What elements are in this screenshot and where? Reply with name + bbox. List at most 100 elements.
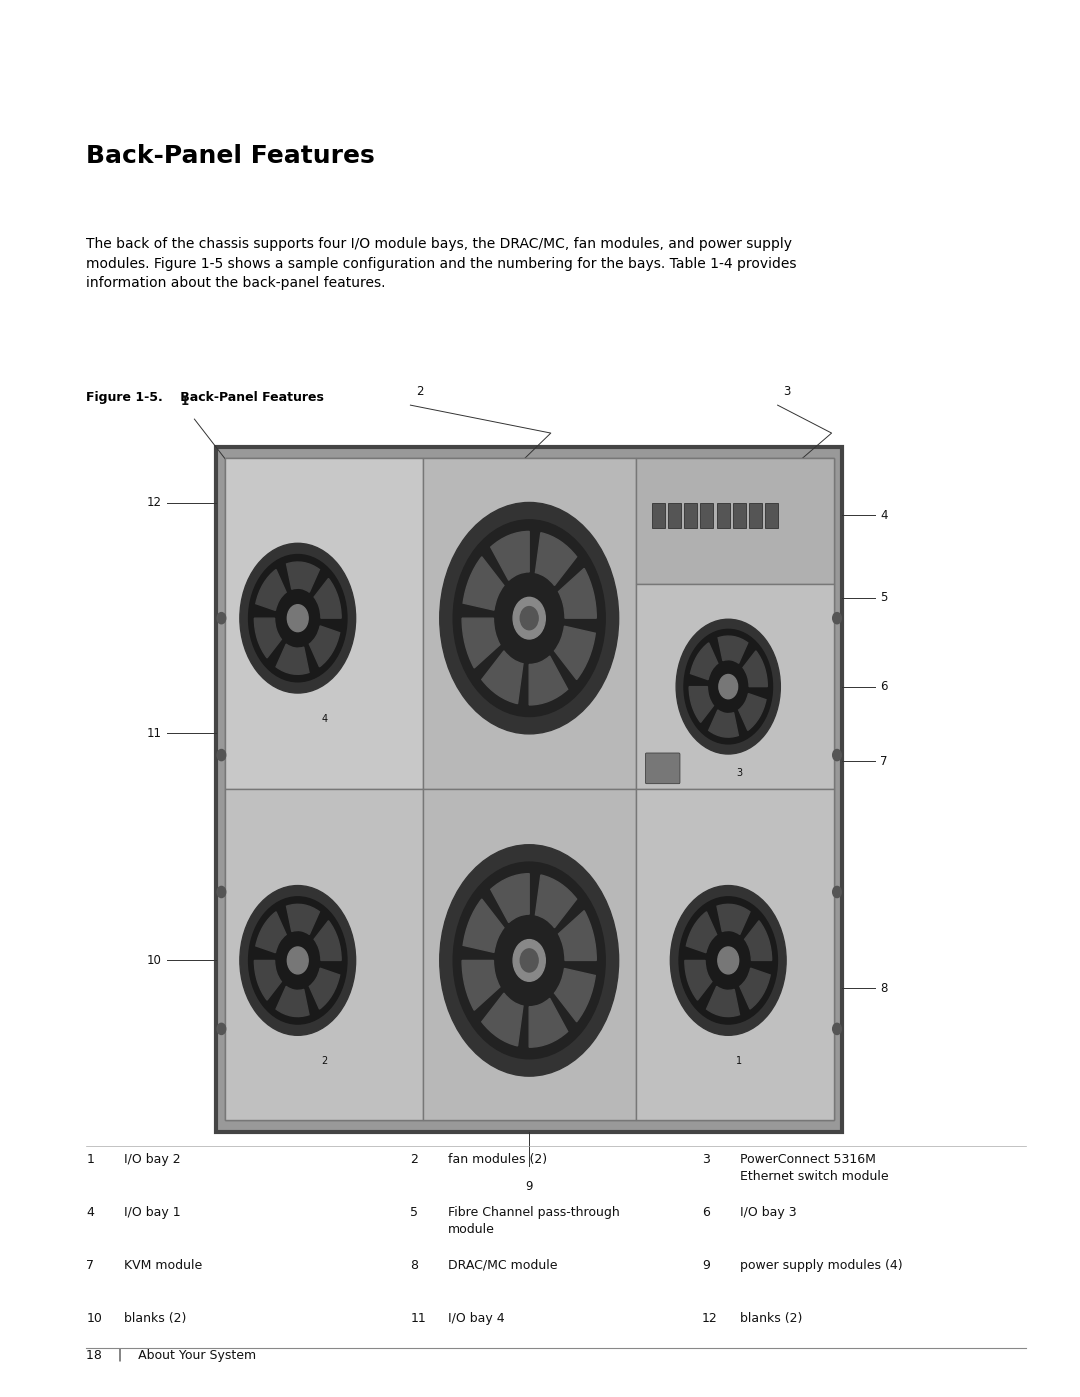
FancyBboxPatch shape	[766, 503, 779, 528]
FancyBboxPatch shape	[225, 458, 422, 789]
Text: The back of the chassis supports four I/O module bays, the DRAC/MC, fan modules,: The back of the chassis supports four I/…	[86, 237, 797, 291]
Wedge shape	[286, 904, 320, 935]
Text: 7: 7	[86, 1259, 94, 1271]
Circle shape	[521, 606, 538, 630]
Wedge shape	[685, 961, 712, 1000]
Wedge shape	[558, 911, 596, 961]
Wedge shape	[554, 968, 595, 1021]
Text: 2: 2	[410, 1153, 418, 1165]
FancyBboxPatch shape	[636, 458, 834, 584]
Circle shape	[240, 543, 355, 693]
Text: Figure 1-5.    Back-Panel Features: Figure 1-5. Back-Panel Features	[86, 391, 324, 404]
Text: KVM module: KVM module	[124, 1259, 202, 1271]
Wedge shape	[309, 968, 340, 1009]
Wedge shape	[717, 904, 750, 935]
FancyBboxPatch shape	[225, 458, 834, 1120]
Text: 11: 11	[147, 726, 162, 740]
Circle shape	[718, 947, 739, 974]
Wedge shape	[462, 617, 500, 668]
Wedge shape	[718, 636, 747, 664]
Text: blanks (2): blanks (2)	[124, 1312, 187, 1324]
Wedge shape	[463, 557, 504, 610]
Text: 3: 3	[702, 1153, 710, 1165]
Wedge shape	[255, 961, 282, 1000]
Text: Fibre Channel pass-through
module: Fibre Channel pass-through module	[448, 1206, 620, 1235]
Text: power supply modules (4): power supply modules (4)	[740, 1259, 903, 1271]
Circle shape	[679, 897, 778, 1024]
Wedge shape	[743, 651, 767, 686]
Wedge shape	[536, 875, 577, 928]
Text: 9: 9	[526, 1180, 532, 1193]
Circle shape	[217, 749, 226, 760]
Wedge shape	[482, 993, 523, 1046]
Wedge shape	[490, 873, 529, 922]
Text: 8: 8	[880, 982, 888, 995]
Text: I/O bay 3: I/O bay 3	[740, 1206, 796, 1218]
Circle shape	[248, 555, 347, 682]
Wedge shape	[309, 626, 340, 666]
Circle shape	[217, 886, 226, 897]
Wedge shape	[256, 912, 286, 953]
Text: I/O bay 1: I/O bay 1	[124, 1206, 180, 1218]
Text: 4: 4	[86, 1206, 94, 1218]
Wedge shape	[536, 532, 577, 585]
FancyBboxPatch shape	[652, 503, 665, 528]
Circle shape	[833, 1023, 841, 1034]
Wedge shape	[529, 999, 568, 1048]
Wedge shape	[708, 710, 739, 738]
Circle shape	[287, 605, 308, 631]
Text: 7: 7	[880, 754, 888, 768]
Text: 1: 1	[180, 395, 189, 408]
Wedge shape	[554, 626, 595, 679]
Text: 9: 9	[702, 1259, 710, 1271]
Text: 2: 2	[322, 1056, 328, 1066]
Wedge shape	[739, 693, 766, 731]
Wedge shape	[286, 562, 320, 592]
Wedge shape	[689, 686, 714, 722]
Wedge shape	[690, 643, 718, 680]
Wedge shape	[463, 900, 504, 953]
Circle shape	[833, 612, 841, 623]
Wedge shape	[462, 961, 500, 1010]
Text: DRAC/MC module: DRAC/MC module	[448, 1259, 557, 1271]
Text: 6: 6	[880, 680, 888, 693]
Text: 18    |    About Your System: 18 | About Your System	[86, 1350, 257, 1362]
Circle shape	[454, 520, 605, 717]
Circle shape	[513, 598, 545, 638]
Text: fan modules (2): fan modules (2)	[448, 1153, 548, 1165]
FancyBboxPatch shape	[717, 503, 730, 528]
Text: 3: 3	[735, 768, 742, 778]
FancyBboxPatch shape	[636, 789, 834, 1120]
FancyBboxPatch shape	[216, 447, 842, 1132]
FancyBboxPatch shape	[669, 503, 681, 528]
Wedge shape	[256, 570, 286, 610]
Text: 2: 2	[416, 386, 423, 398]
Wedge shape	[744, 921, 771, 961]
Wedge shape	[490, 531, 529, 580]
Text: 4: 4	[322, 714, 328, 724]
FancyBboxPatch shape	[733, 503, 746, 528]
Text: 3: 3	[783, 386, 791, 398]
Text: 12: 12	[702, 1312, 718, 1324]
Circle shape	[217, 612, 226, 623]
Circle shape	[287, 947, 308, 974]
Wedge shape	[482, 651, 523, 704]
Circle shape	[676, 619, 781, 754]
FancyBboxPatch shape	[225, 789, 422, 1120]
Wedge shape	[276, 644, 309, 675]
Text: 10: 10	[147, 954, 162, 967]
Circle shape	[719, 675, 738, 698]
Text: 12: 12	[147, 496, 162, 510]
Text: PowerConnect 5316M
Ethernet switch module: PowerConnect 5316M Ethernet switch modul…	[740, 1153, 889, 1182]
Wedge shape	[529, 657, 568, 705]
Text: 6: 6	[702, 1206, 710, 1218]
Text: 1: 1	[735, 1056, 742, 1066]
Text: 4: 4	[880, 509, 888, 522]
Wedge shape	[255, 617, 282, 658]
Wedge shape	[706, 986, 740, 1017]
Text: I/O bay 2: I/O bay 2	[124, 1153, 180, 1165]
Text: 8: 8	[410, 1259, 418, 1271]
Circle shape	[684, 630, 772, 743]
Text: I/O bay 4: I/O bay 4	[448, 1312, 504, 1324]
Text: 10: 10	[86, 1312, 103, 1324]
